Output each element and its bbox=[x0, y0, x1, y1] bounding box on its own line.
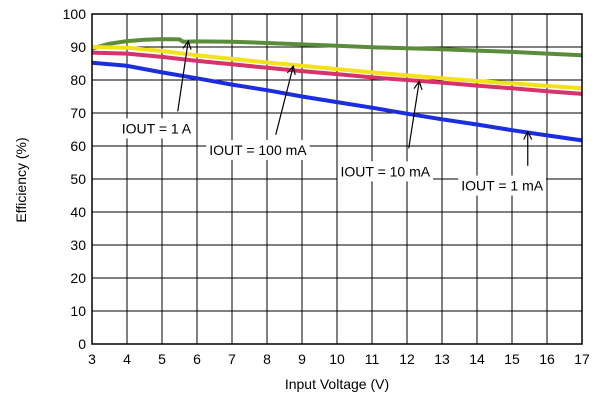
x-tick-label: 3 bbox=[88, 351, 96, 367]
annotation-background-3 bbox=[458, 175, 547, 196]
y-tick-label: 0 bbox=[78, 336, 86, 352]
x-tick-label: 14 bbox=[469, 351, 485, 367]
annotation-background-2 bbox=[337, 161, 434, 182]
x-tick-label: 13 bbox=[434, 351, 450, 367]
x-axis-title: Input Voltage (V) bbox=[285, 376, 389, 392]
x-tick-label: 12 bbox=[399, 351, 415, 367]
annotation-label-0: IOUT = 1 A bbox=[122, 120, 192, 136]
annotations: IOUT = 1 A IOUT = 100 mA IOUT = 10 mA IOUT … bbox=[118, 41, 547, 196]
plot-border bbox=[91, 13, 583, 345]
annotation-label-3: IOUT = 1 mA bbox=[461, 178, 543, 194]
y-tick-label: 20 bbox=[70, 270, 86, 286]
annotation-background-0 bbox=[118, 118, 195, 139]
series-lines bbox=[91, 37, 583, 143]
x-tick-label: 8 bbox=[263, 351, 271, 367]
series-line-2 bbox=[91, 50, 583, 96]
x-tick-label: 11 bbox=[365, 351, 380, 367]
y-tick-label: 80 bbox=[70, 72, 86, 88]
annotation-arrow-2 bbox=[408, 81, 420, 149]
annotation-background-1 bbox=[206, 139, 310, 160]
y-tick-label: 70 bbox=[70, 105, 86, 121]
x-tick-label: 4 bbox=[123, 351, 131, 367]
x-tick-label: 15 bbox=[504, 351, 520, 367]
x-tick-label: 5 bbox=[158, 351, 166, 367]
x-tick-label: 16 bbox=[539, 351, 555, 367]
series-line-3 bbox=[91, 60, 583, 143]
x-tick-label: 6 bbox=[193, 351, 201, 367]
y-tick-labels: 0 10 20 30 40 50 60 70 80 90 100 bbox=[63, 6, 87, 352]
y-tick-label: 10 bbox=[70, 303, 86, 319]
annotation-arrow-0 bbox=[177, 41, 189, 112]
x-tick-labels: 3 4 5 6 7 8 9 10 11 12 13 14 15 16 17 bbox=[88, 351, 590, 367]
plot-frame bbox=[91, 13, 583, 345]
x-tick-label: 10 bbox=[329, 351, 345, 367]
y-tick-label: 60 bbox=[70, 138, 86, 154]
y-axis-title: Efficiency (%) bbox=[13, 137, 29, 222]
annotation-arrow-1 bbox=[275, 66, 294, 135]
annotation-label-1: IOUT = 100 mA bbox=[209, 142, 307, 158]
y-tick-label: 50 bbox=[70, 171, 86, 187]
series-line-0 bbox=[91, 37, 583, 58]
annotation-label-2: IOUT = 10 mA bbox=[341, 163, 431, 179]
y-tick-label: 30 bbox=[70, 237, 86, 253]
y-tick-label: 40 bbox=[70, 204, 86, 220]
grid bbox=[92, 14, 582, 344]
series-line-1 bbox=[91, 45, 583, 91]
x-tick-label: 9 bbox=[298, 351, 306, 367]
x-tick-label: 7 bbox=[228, 351, 236, 367]
x-tick-label: 17 bbox=[574, 351, 590, 367]
y-tick-label: 100 bbox=[63, 6, 87, 22]
y-tick-label: 90 bbox=[70, 39, 86, 55]
